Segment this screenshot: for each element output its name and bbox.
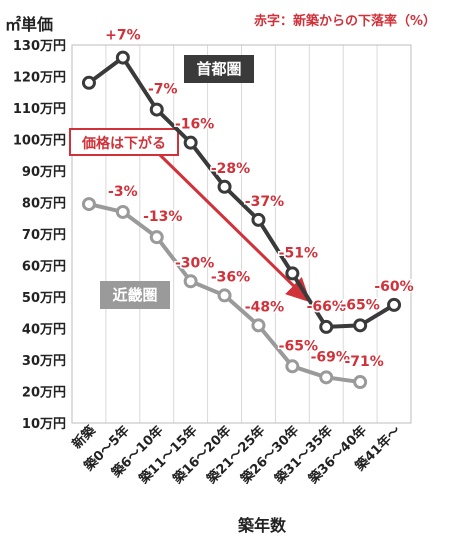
- data-point: [353, 375, 368, 390]
- y-tick-label: 80万円: [22, 197, 66, 212]
- data-point: [319, 370, 334, 385]
- change-label: -28%: [211, 161, 250, 177]
- y-tick-label: 10万円: [22, 417, 66, 432]
- data-point: [319, 319, 334, 334]
- trend-arrow-line: [158, 153, 311, 303]
- y-tick-label: 110万円: [13, 102, 66, 117]
- y-tick-label: 70万円: [22, 228, 66, 243]
- plot-border: [71, 44, 412, 424]
- y-tick-label: 90万円: [22, 165, 66, 180]
- data-point: [285, 266, 300, 281]
- data-point: [149, 102, 164, 117]
- change-label: -30%: [175, 255, 214, 271]
- data-point: [81, 197, 96, 212]
- change-label: -37%: [245, 194, 284, 210]
- series-name-label: 近畿圏: [112, 286, 157, 304]
- series-name-box: [100, 281, 170, 309]
- data-point: [251, 318, 266, 333]
- data-point: [183, 274, 198, 289]
- data-point: [353, 318, 368, 333]
- y-tick-label: 50万円: [22, 291, 66, 306]
- change-label: -60%: [374, 279, 413, 295]
- y-tick-label: 30万円: [22, 354, 66, 369]
- data-point: [183, 135, 198, 150]
- y-tick-label: 60万円: [22, 260, 66, 275]
- data-point: [81, 75, 96, 90]
- y-tick-label: 100万円: [13, 134, 66, 149]
- y-axis-title: ㎡単価: [5, 15, 53, 34]
- change-label: -16%: [175, 117, 214, 133]
- change-label: -69%: [311, 349, 350, 365]
- change-label: -7%: [148, 82, 178, 98]
- change-label: +7%: [105, 28, 141, 44]
- change-label: -13%: [143, 209, 182, 225]
- data-point: [285, 359, 300, 374]
- change-label: -66%: [307, 299, 346, 315]
- plot-frame: [71, 44, 412, 424]
- y-tick-label: 120万円: [13, 71, 66, 86]
- data-point: [115, 50, 130, 65]
- y-tick-labels: 130万円 120万円 110万円 100万円 90万円 80万円 70万円 60万円 50万円…: [13, 39, 66, 432]
- x-tick-label: 新築: [69, 422, 99, 452]
- change-labels: +7%-7%-16%-28%-37%-51%-66%-65%-60%首都圏-3%…: [100, 26, 415, 372]
- trend-arrow: 価格は下がる: [69, 128, 311, 303]
- data-point: [217, 179, 232, 194]
- change-label: -65%: [279, 338, 318, 354]
- y-tick-label: 40万円: [22, 323, 66, 338]
- change-label: -48%: [245, 299, 284, 315]
- change-label: -36%: [211, 269, 250, 285]
- annotation-text: 価格は下がる: [81, 135, 166, 152]
- data-point: [251, 212, 266, 227]
- series-name-label: 首都圏: [196, 60, 241, 78]
- x-axis-title: 築年数: [237, 516, 287, 535]
- data-point: [217, 288, 232, 303]
- data-point: [387, 297, 402, 312]
- series-line: [87, 55, 396, 329]
- change-label: -3%: [108, 184, 138, 200]
- change-label: -51%: [279, 245, 318, 261]
- data-point: [149, 230, 164, 245]
- data-point: [115, 204, 130, 219]
- x-tick-labels: 新築築0〜5年築6〜10年築11〜15年築16〜20年築21〜25年築26〜30…: [69, 422, 404, 488]
- annotation-box: [69, 128, 179, 156]
- series-name-box: [184, 55, 254, 83]
- y-tick-label: 20万円: [22, 386, 66, 401]
- change-label: -71%: [344, 354, 383, 370]
- y-tick-label: 130万円: [13, 39, 66, 54]
- series-lines: [81, 50, 402, 390]
- legend-note: 赤字：新築からの下落率（%）: [254, 13, 436, 29]
- change-label: -65%: [340, 297, 379, 313]
